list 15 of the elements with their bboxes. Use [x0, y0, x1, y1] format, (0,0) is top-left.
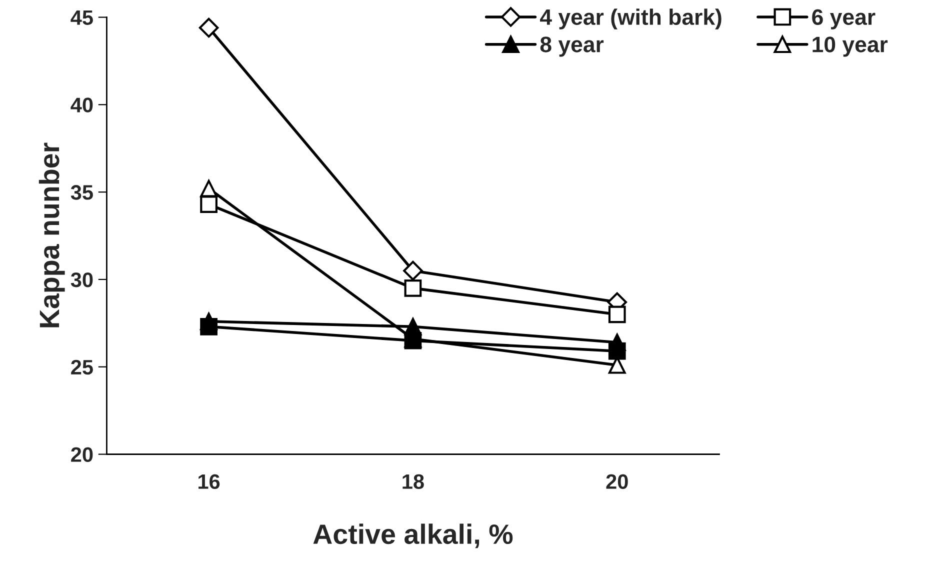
y-tick-label: 40 — [70, 98, 93, 112]
legend-label: 8 year — [540, 36, 604, 57]
legend-label: 6 year — [812, 9, 876, 30]
y-tick-label: 35 — [70, 185, 93, 200]
x-tick-label: 16 — [198, 474, 220, 489]
x-tick-label: 20 — [606, 474, 628, 489]
y-tick-label: 25 — [71, 360, 93, 375]
x-tick-label: 18 — [402, 474, 424, 489]
y-axis-title: Kappa nunber — [38, 142, 65, 328]
y-tick-label: 20 — [71, 447, 93, 462]
x-axis-title: Active alkali, % — [313, 524, 513, 548]
legend-label: 10 year — [812, 36, 888, 57]
legend-label: 4 year (with bark) — [540, 8, 722, 30]
y-tick-label: 45 — [70, 10, 93, 26]
y-tick-label: 30 — [70, 272, 93, 288]
